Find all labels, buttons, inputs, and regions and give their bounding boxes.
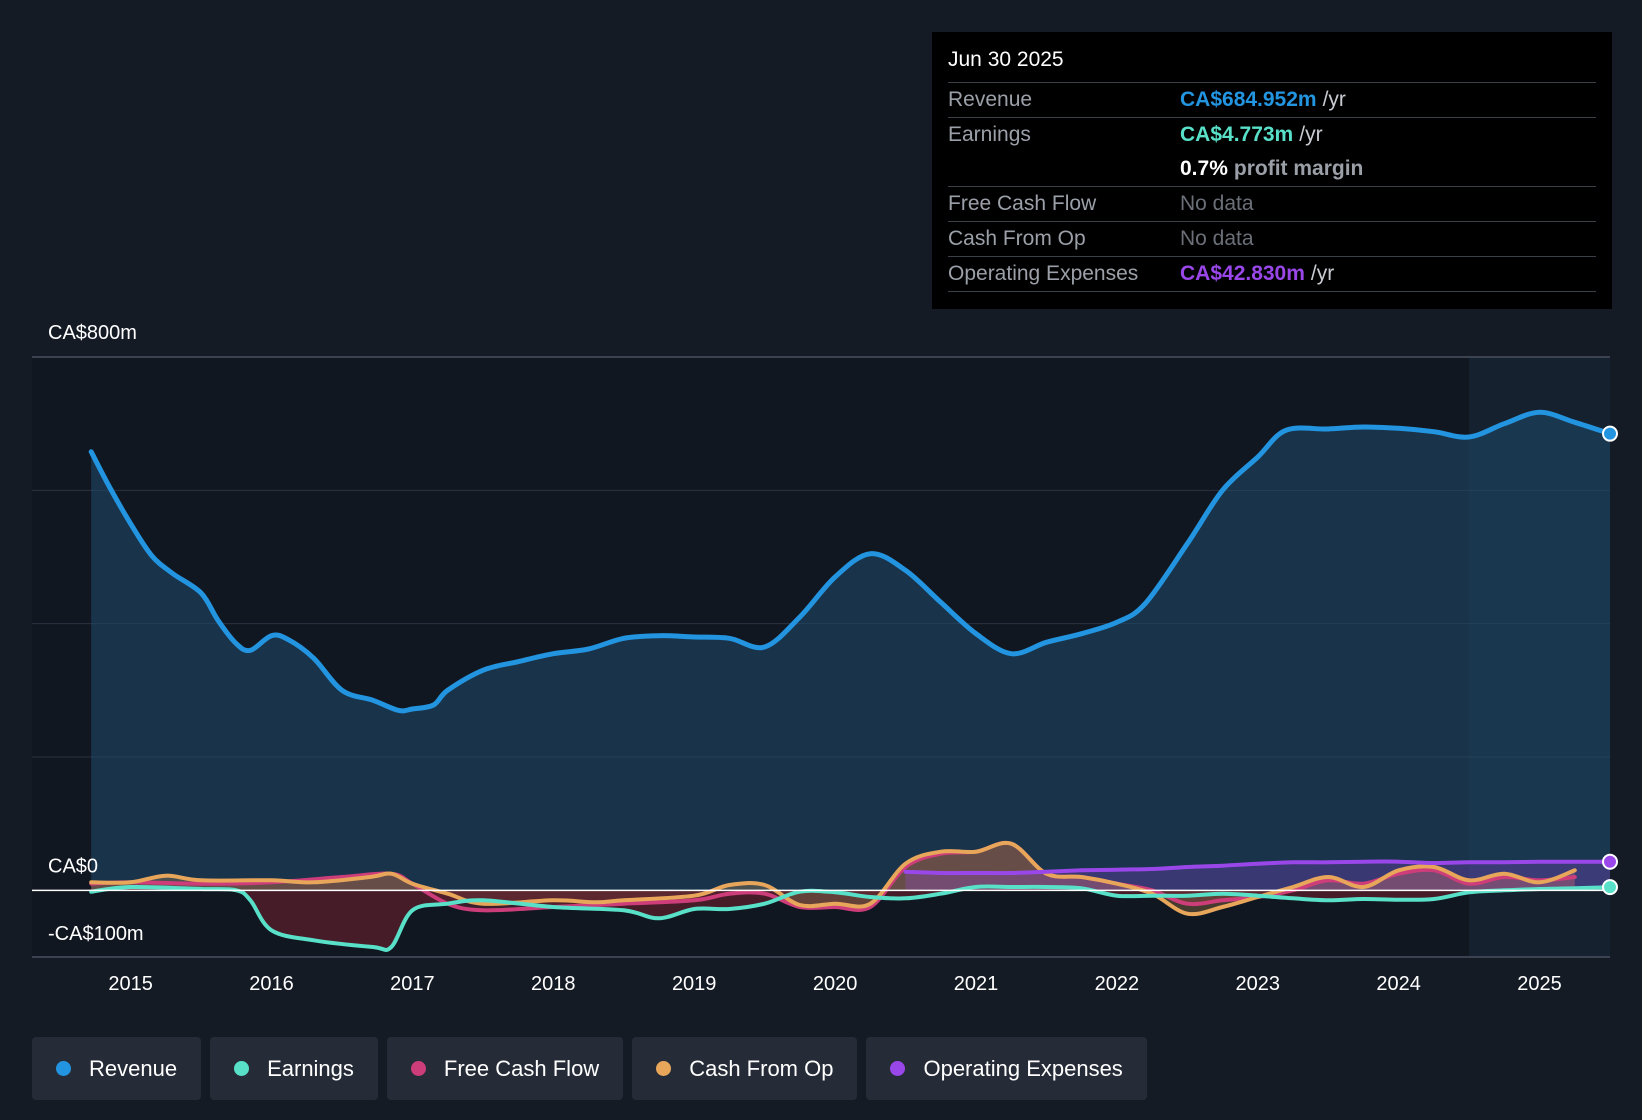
series-line-revenue [88,409,1613,714]
legend-item-operating-expenses[interactable]: Operating Expenses [866,1037,1147,1100]
x-tick-label: 2015 [108,973,153,995]
y-label-zero: CA$0 [48,855,98,877]
series-line-earnings [89,884,1612,952]
end-marker-earnings [1602,879,1618,896]
legend-label: Operating Expenses [923,1055,1123,1081]
x-tick-label: 2017 [390,973,435,995]
tooltip-value: 0.7% [1180,157,1228,180]
tooltip-value: CA$42.830m [1180,262,1305,285]
tooltip-label: Operating Expenses [948,262,1139,285]
tooltip-label: Earnings [948,123,1031,146]
tooltip-label [948,152,1180,186]
end-markers [1602,425,1618,896]
y-label-top: CA$800m [48,322,137,344]
x-tick-label: 2023 [1236,973,1281,995]
legend: Revenue Earnings Free Cash Flow Cash Fro… [32,1037,1147,1100]
tooltip-label: Free Cash Flow [948,192,1097,215]
legend-item-cash-from-op[interactable]: Cash From Op [632,1037,858,1100]
x-tick-label: 2016 [249,973,294,995]
tooltip-unit: /yr [1310,262,1335,285]
x-tick-label: 2021 [954,973,999,995]
legend-item-revenue[interactable]: Revenue [32,1037,202,1100]
legend-label: Revenue [89,1055,178,1081]
x-ticks: 2015 2016 2017 2018 2019 2020 2021 2022 2023 2024… [108,973,1561,995]
legend-label: Free Cash Flow [443,1055,600,1081]
tooltip-unit: profit margin [1233,157,1364,180]
tooltip-row-revenue: Revenue CA$684.952m/yr [948,83,1596,118]
tooltip-row-earnings: Earnings CA$4.773m/yr [948,118,1596,152]
end-marker-opex [1602,853,1618,870]
x-tick-label: 2024 [1376,973,1421,995]
series-layer [88,409,1613,952]
tooltip-value: No data [1180,192,1254,215]
tooltip-row-opex: Operating Expenses CA$42.830m/yr [948,257,1596,292]
legend-dot-icon [56,1061,71,1076]
tooltip-date: Jun 30 2025 [948,46,1596,83]
tooltip-row-margin: 0.7% profit margin [948,152,1596,187]
tooltip-row-cfo: Cash From Op No data [948,222,1596,257]
tooltip-label: Cash From Op [948,227,1086,250]
legend-dot-icon [410,1061,426,1076]
legend-dot-icon [890,1061,906,1076]
tooltip-panel: Jun 30 2025 Revenue CA$684.952m/yr Earni… [932,32,1612,309]
x-tick-label: 2018 [531,973,576,995]
tooltip-value: CA$4.773m [1180,123,1294,146]
legend-label: Cash From Op [689,1055,834,1081]
tooltip-value: No data [1180,227,1254,250]
tooltip-label: Revenue [948,88,1033,111]
legend-dot-icon [234,1061,250,1076]
tooltip-row-fcf: Free Cash Flow No data [948,187,1596,222]
x-tick-label: 2019 [672,973,717,995]
tooltip-value: CA$684.952m [1180,88,1317,111]
legend-label: Earnings [267,1055,354,1081]
tooltip-unit: /yr [1299,123,1323,146]
legend-item-earnings[interactable]: Earnings [210,1037,378,1100]
legend-item-free-cash-flow[interactable]: Free Cash Flow [386,1037,624,1100]
x-tick-label: 2022 [1095,973,1140,995]
end-marker-revenue [1602,425,1618,442]
series-line-cfo [89,840,1577,917]
legend-dot-icon [656,1061,672,1076]
tooltip-unit: /yr [1322,88,1346,111]
y-label-bottom: -CA$100m [48,923,144,945]
revenue-area [91,412,1611,891]
x-tick-label: 2020 [813,973,858,995]
series-line-opex [903,859,1612,876]
x-tick-label: 2025 [1517,973,1562,995]
